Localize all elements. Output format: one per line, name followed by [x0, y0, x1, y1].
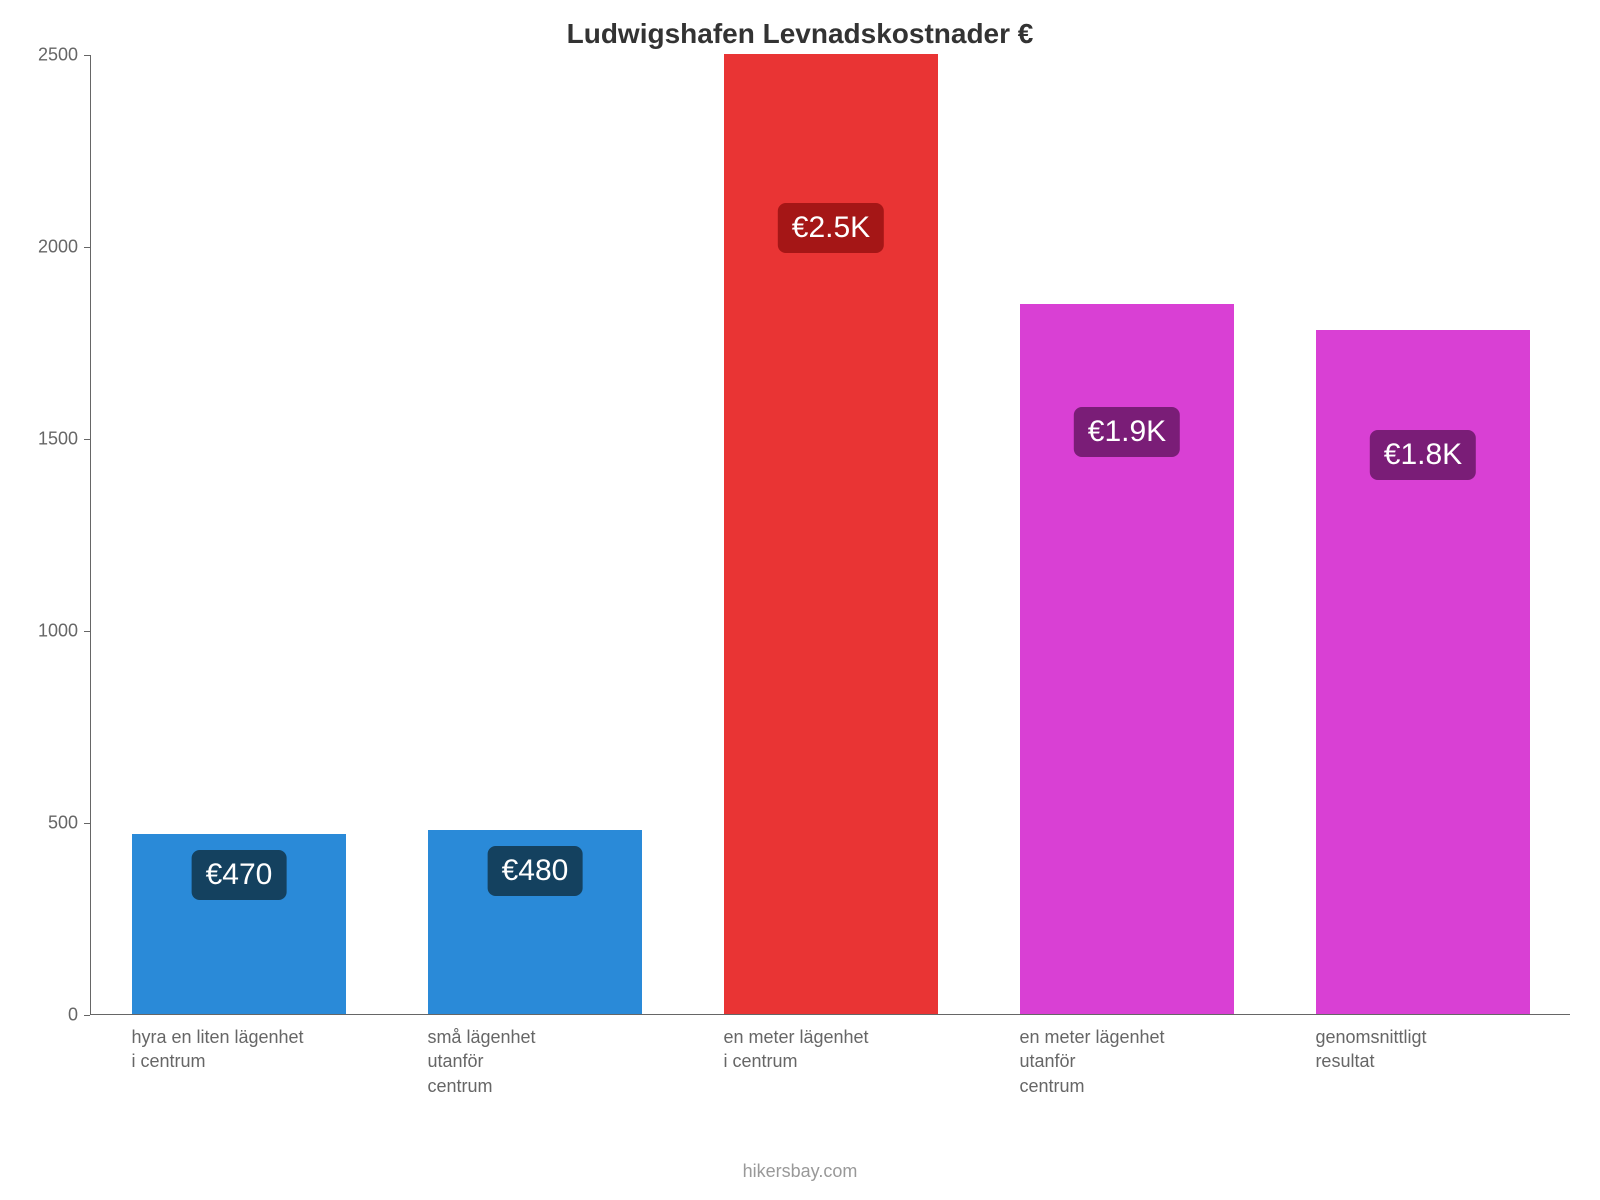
y-axis-tick-label: 2500 — [0, 45, 78, 66]
y-axis-tick-label: 0 — [0, 1005, 78, 1026]
x-axis-category-label: hyra en liten lägenhet i centrum — [131, 1025, 303, 1074]
bar-value-badge: €1.8K — [1370, 430, 1476, 480]
y-axis-tick-mark — [84, 247, 90, 248]
y-axis-tick-label: 1000 — [0, 621, 78, 642]
y-axis-tick-label: 500 — [0, 813, 78, 834]
x-axis-category-label: en meter lägenhet utanför centrum — [1019, 1025, 1164, 1098]
bars-layer: €470 €480 €2.5K €1.9K €1.8K — [91, 55, 1570, 1014]
x-axis-category-label: små lägenhet utanför centrum — [427, 1025, 535, 1098]
cost-of-living-bar-chart: Ludwigshafen Levnadskostnader € €470 €480… — [0, 0, 1600, 1200]
attribution-text: hikersbay.com — [0, 1161, 1600, 1182]
x-axis-category-label: en meter lägenhet i centrum — [723, 1025, 868, 1074]
y-axis-tick-label: 1500 — [0, 429, 78, 450]
x-axis-labels: hyra en liten lägenhet i centrum små läge… — [90, 1025, 1570, 1155]
bar — [724, 54, 937, 1014]
y-axis-tick-mark — [84, 823, 90, 824]
chart-title: Ludwigshafen Levnadskostnader € — [0, 18, 1600, 50]
y-axis-tick-label: 2000 — [0, 237, 78, 258]
bar-value-badge: €1.9K — [1074, 407, 1180, 457]
bar-value-badge: €470 — [192, 850, 287, 900]
y-axis-tick-mark — [84, 631, 90, 632]
y-axis-tick-mark — [84, 439, 90, 440]
y-axis-tick-mark — [84, 55, 90, 56]
bar-value-badge: €480 — [488, 846, 583, 896]
y-axis-tick-mark — [84, 1015, 90, 1016]
plot-area: €470 €480 €2.5K €1.9K €1.8K — [90, 55, 1570, 1015]
bar-value-badge: €2.5K — [778, 203, 884, 253]
x-axis-category-label: genomsnittligt resultat — [1315, 1025, 1426, 1074]
